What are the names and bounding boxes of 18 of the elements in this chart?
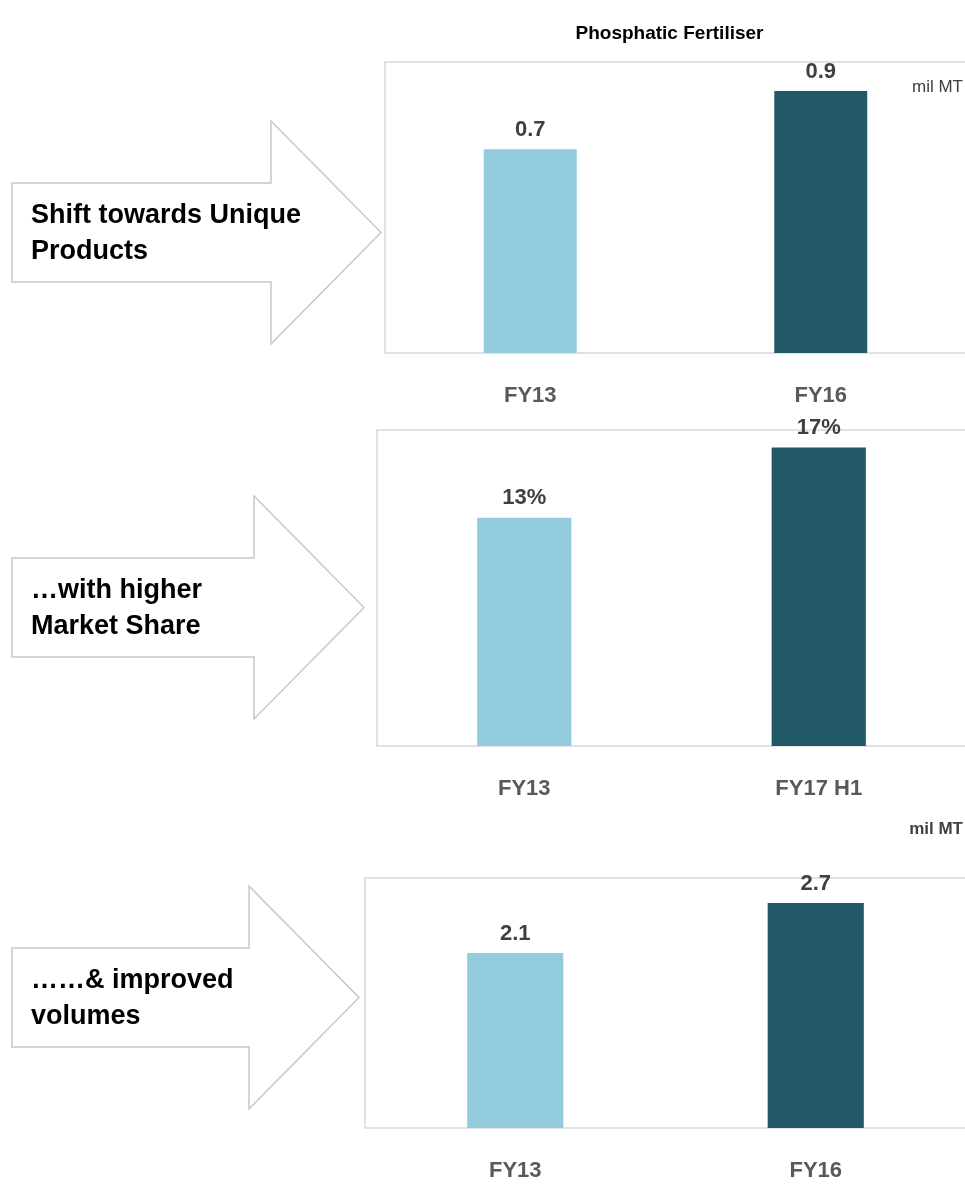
data-label: 0.9 xyxy=(805,57,837,83)
chart-title: Phosphatic Fertiliser xyxy=(575,22,765,43)
x-tick-label: FY16 xyxy=(794,381,848,407)
x-tick-label: FY16 xyxy=(789,1156,843,1182)
data-label: 13% xyxy=(502,484,547,510)
annotation: mil MT xyxy=(912,77,963,96)
x-tick-label: FY17 H1 xyxy=(775,774,863,800)
text: …with higher Market Share xyxy=(31,573,203,642)
text: mil MT xyxy=(909,819,964,838)
x-tick-label: FY13 xyxy=(488,1156,542,1182)
text: Shift towards Unique Products xyxy=(31,198,302,267)
data-label: 2.7 xyxy=(800,869,832,895)
x-tick-label: FY13 xyxy=(497,774,551,800)
text: ……& improved volumes xyxy=(31,963,235,1032)
x-tick-label: FY13 xyxy=(503,381,557,407)
data-label: 0.7 xyxy=(514,115,546,141)
data-label: 2.1 xyxy=(499,919,531,945)
data-label: 17% xyxy=(796,414,841,440)
